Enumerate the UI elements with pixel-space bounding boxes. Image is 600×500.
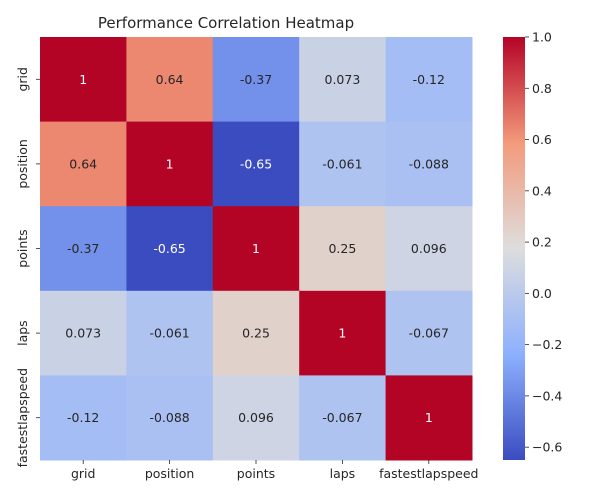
- y-tick-label-position: position: [15, 139, 30, 189]
- x-tick-label-fastestlapspeed: fastestlapspeed: [379, 466, 478, 481]
- cell-value-label-4-2: 0.096: [238, 410, 274, 425]
- y-tick-label-points: points: [15, 229, 30, 267]
- heatmap-cell-0-4: [385, 37, 473, 123]
- cell-value-label-1-1: 1: [166, 156, 174, 171]
- colorbar-tick-label-1: 0.8: [532, 81, 552, 96]
- cell-value-label-0-0: 1: [79, 72, 87, 87]
- cell-value-label-3-2: 0.25: [242, 326, 270, 341]
- colorbar-tick-label-8: −0.6: [532, 440, 562, 455]
- cell-value-label-0-4: -0.12: [413, 72, 445, 87]
- y-axis: grid position points laps fastestlapspeed: [15, 67, 40, 467]
- heatmap-cell-4-1: [126, 375, 214, 461]
- heatmap-cell-1-0: [40, 121, 127, 207]
- heatmap-cell-4-4: [385, 375, 473, 461]
- heatmap-cell-0-2: [212, 37, 300, 123]
- cell-value-label-0-1: 0.64: [156, 72, 184, 87]
- colorbar-tick-label-6: −0.2: [532, 337, 562, 352]
- colorbar: 1.0 0.8 0.6 0.4 0.2 0.0 −0.2 −0.4 −0.6: [503, 30, 562, 460]
- heatmap-cells: 1 0.64 -0.37 0.073 -0.12 0.64 1 -0.65 -0.061 -0.0…: [40, 37, 473, 461]
- x-axis: grid position points laps fastestlapspeed: [71, 460, 479, 481]
- cell-value-label-2-4: 0.096: [411, 241, 447, 256]
- heatmap-cell-3-2: [212, 290, 300, 376]
- heatmap-cell-0-1: [126, 37, 214, 123]
- x-tick-label-points: points: [237, 466, 275, 481]
- cell-value-label-0-2: -0.37: [240, 72, 272, 87]
- heatmap-cell-1-2: [212, 121, 300, 207]
- heatmap-cell-1-1: [126, 121, 214, 207]
- heatmap-cell-0-0: [40, 37, 127, 123]
- cell-value-label-1-3: -0.061: [322, 156, 362, 171]
- colorbar-tick-label-3: 0.4: [532, 183, 552, 198]
- heatmap-cell-3-4: [385, 290, 473, 376]
- cell-value-label-1-2: -0.65: [240, 156, 272, 171]
- colorbar-gradient: [503, 37, 525, 460]
- y-tick-label-grid: grid: [15, 67, 30, 91]
- cell-value-label-4-3: -0.067: [322, 410, 362, 425]
- cell-value-label-3-3: 1: [338, 326, 346, 341]
- cell-value-label-4-1: -0.088: [149, 410, 189, 425]
- cell-value-label-3-1: -0.061: [149, 326, 189, 341]
- cell-value-label-1-4: -0.088: [409, 156, 449, 171]
- cell-value-label-2-0: -0.37: [67, 241, 99, 256]
- x-tick-label-laps: laps: [330, 466, 356, 481]
- heatmap-cell-3-0: [40, 290, 127, 376]
- heatmap-cell-4-2: [212, 375, 300, 461]
- cell-value-label-3-4: -0.067: [409, 326, 449, 341]
- cell-value-label-2-3: 0.25: [328, 241, 356, 256]
- colorbar-tick-label-2: 0.6: [532, 132, 552, 147]
- heatmap-cell-1-4: [385, 121, 473, 207]
- colorbar-tick-label-0: 1.0: [532, 30, 552, 45]
- cell-value-label-1-0: 0.64: [69, 156, 97, 171]
- x-tick-label-grid: grid: [71, 466, 95, 481]
- heatmap-cell-2-1: [126, 206, 214, 292]
- heatmap-cell-2-2: [212, 206, 300, 292]
- heatmap-cell-2-0: [40, 206, 127, 292]
- heatmap-cell-2-4: [385, 206, 473, 292]
- heatmap-cell-3-1: [126, 290, 214, 376]
- colorbar-tick-label-4: 0.2: [532, 235, 552, 250]
- x-tick-label-position: position: [145, 466, 195, 481]
- cell-value-label-4-0: -0.12: [67, 410, 99, 425]
- colorbar-tick-label-5: 0.0: [532, 286, 552, 301]
- heatmap-cell-2-3: [299, 206, 387, 292]
- cell-value-label-2-1: -0.65: [153, 241, 185, 256]
- heatmap-cell-0-3: [299, 37, 387, 123]
- cell-value-label-4-4: 1: [425, 410, 433, 425]
- y-tick-label-laps: laps: [15, 320, 30, 346]
- heatmap-cell-3-3: [299, 290, 387, 376]
- colorbar-tick-label-7: −0.4: [532, 388, 562, 403]
- heatmap-cell-1-3: [299, 121, 387, 207]
- y-tick-label-fastestlapspeed: fastestlapspeed: [15, 368, 30, 467]
- heatmap-cell-4-3: [299, 375, 387, 461]
- cell-value-label-0-3: 0.073: [325, 72, 361, 87]
- chart-title: Performance Correlation Heatmap: [98, 14, 354, 32]
- cell-value-label-2-2: 1: [252, 241, 260, 256]
- cell-value-label-3-0: 0.073: [65, 326, 101, 341]
- heatmap-cell-4-0: [40, 375, 127, 461]
